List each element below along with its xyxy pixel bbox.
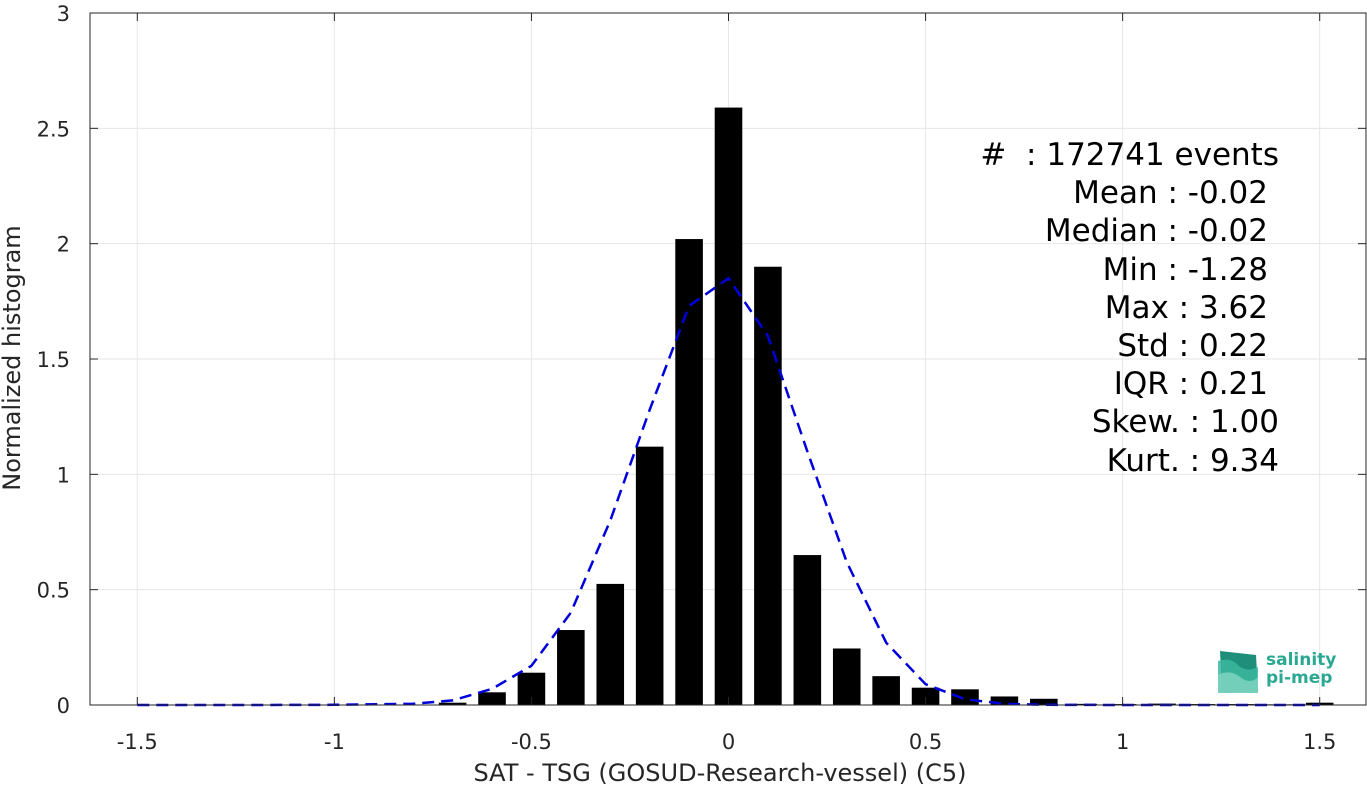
histogram-bar: [754, 266, 782, 705]
stat-min: Min : -1.28: [1102, 251, 1268, 288]
histogram-bar: [1030, 698, 1058, 705]
stat-mean: Mean : -0.02: [1073, 175, 1268, 212]
histogram-bar: [596, 583, 625, 705]
histogram-bar: [832, 648, 861, 705]
axes: -1.5 -1 -0.5 0 0.5 1 1.5 0 0.5 1 1.5 2 2.5 3: [37, 2, 1367, 754]
bars: [399, 107, 1334, 706]
y-tick-label: 0: [57, 694, 70, 718]
histogram-bar: [1069, 703, 1098, 705]
x-tick-label: -1.5: [117, 730, 158, 754]
x-tick-label: 1.5: [1303, 730, 1336, 754]
histogram-bar: [872, 676, 900, 705]
histogram-bar: [478, 692, 506, 705]
stat-iqr: IQR : 0.21: [1113, 366, 1268, 403]
y-tick-label: 1: [57, 463, 70, 487]
logo-text-pimep: pi-mep: [1266, 668, 1333, 688]
histogram-bar: [714, 107, 743, 705]
histogram-bar: [635, 446, 664, 705]
salinity-pimep-logo: salinity pi-mep: [1216, 647, 1346, 695]
stat-median: Median : -0.02: [1044, 213, 1268, 250]
stat-std: Std : 0.22: [1117, 328, 1268, 365]
x-tick-label: 0: [722, 730, 735, 754]
wave-logo-icon: [1218, 651, 1258, 693]
histogram-bar: [793, 555, 822, 705]
y-tick-label: 3: [57, 2, 70, 26]
stats-box: # : 172741 events Mean : -0.02 Median : …: [959, 136, 1279, 480]
x-tick-label: -1: [324, 730, 345, 754]
histogram-bar: [438, 702, 467, 705]
logo-text-salinity: salinity: [1266, 650, 1337, 670]
x-axis-label: SAT - TSG (GOSUD-Research-vessel) (C5): [474, 759, 967, 785]
stat-kurt: Kurt. : 9.34: [1106, 442, 1279, 479]
x-tick-label: 0.5: [909, 730, 942, 754]
stat-skew: Skew. : 1.00: [1091, 404, 1279, 441]
y-tick-label: 0.5: [37, 579, 70, 603]
histogram-bar: [557, 630, 585, 705]
stat-count: # : 172741 events: [980, 137, 1279, 173]
y-axis-label: Normalized histogram: [0, 225, 26, 490]
histogram-bar: [675, 239, 703, 705]
histogram-bar: [990, 696, 1019, 705]
stat-max: Max : 3.62: [1104, 289, 1268, 326]
y-tick-label: 1.5: [37, 348, 70, 372]
y-tick-label: 2.5: [37, 117, 70, 141]
x-tick-label: -0.5: [511, 730, 552, 754]
fit-curve: [137, 276, 1320, 707]
y-tick-label: 2: [57, 233, 70, 257]
histogram-bar: [951, 689, 979, 705]
x-tick-label: 1: [1116, 730, 1129, 754]
histogram-bar: [911, 687, 940, 705]
